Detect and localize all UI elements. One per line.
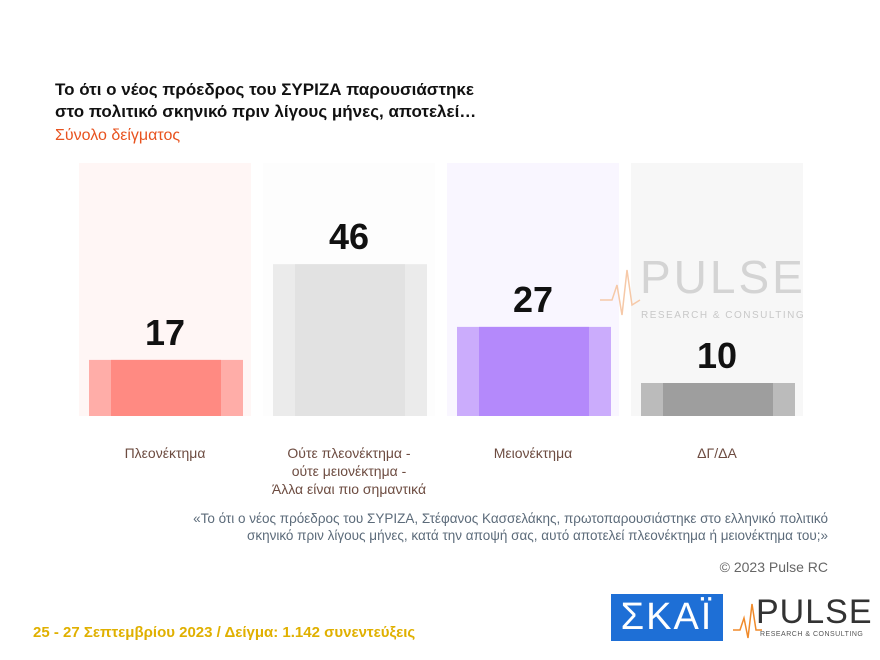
pulse-tagline: RESEARCH & CONSULTING (760, 631, 864, 638)
logo-pulse (733, 603, 762, 639)
watermark: PULSE (640, 251, 806, 303)
skai-logo: ΣΚΑΪ (611, 594, 723, 641)
value-label: 10 (696, 335, 738, 376)
bar-core (111, 359, 221, 416)
x-tick-label: Ούτε πλεονέκτημα - ούτε μειονέκτημα - Άλ… (271, 445, 427, 497)
bar-core (663, 383, 773, 416)
watermark-pulse (600, 269, 641, 316)
x-tick-label: Μειονέκτημα (493, 445, 573, 461)
x-tick-label: Πλεονέκτημα (124, 445, 206, 461)
chart-title: Το ότι ο νέος πρόεδρος του ΣΥΡΙΖΑ παρουσ… (55, 80, 477, 121)
question-note: «Το ότι ο νέος πρόεδρος του ΣΥΡΙΖΑ, Στέφ… (193, 511, 828, 543)
value-label: 27 (512, 278, 554, 320)
bar-panel (631, 163, 803, 416)
value-label: 46 (328, 216, 370, 258)
value-label: 17 (144, 311, 186, 353)
chart-subtitle: Σύνολο δείγματος (55, 127, 181, 144)
watermark-tagline: RESEARCH & CONSULTING (641, 310, 806, 321)
x-tick-label: ΔΓ/ΔΑ (697, 445, 737, 461)
pulse-logo: PULSE (756, 593, 873, 631)
bar-core (295, 264, 405, 416)
copyright: © 2023 Pulse RC (719, 559, 828, 575)
bar-core (479, 326, 589, 416)
footer: 25 - 27 Σεπτεμβρίου 2023 / Δείγμα: 1.142… (33, 624, 416, 641)
